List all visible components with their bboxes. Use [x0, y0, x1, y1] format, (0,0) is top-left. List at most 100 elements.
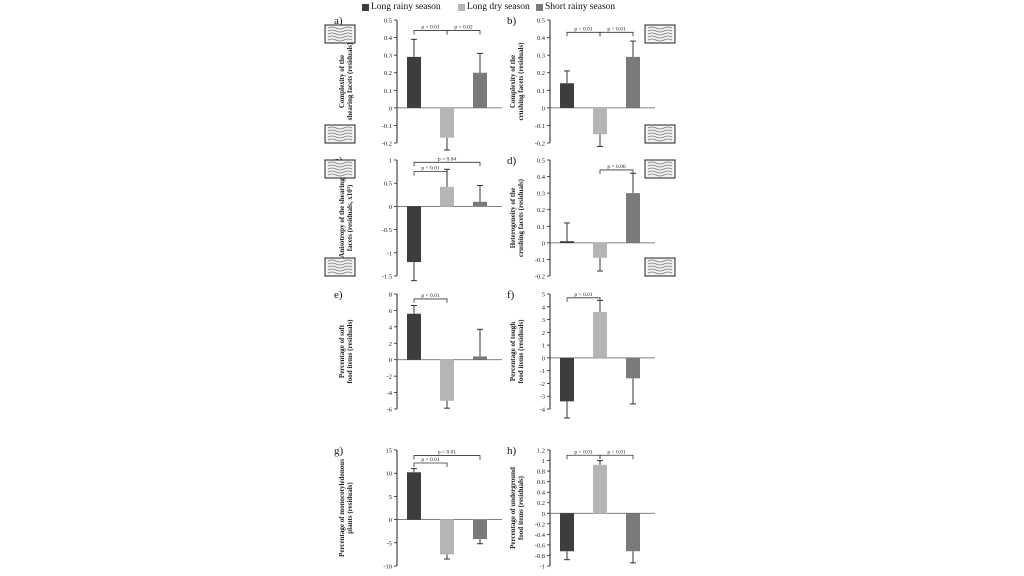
significance-bracket [599, 169, 634, 174]
y-tick-label: 0.4 [537, 490, 546, 497]
y-tick-label: 0.2 [537, 207, 545, 214]
bar [473, 519, 487, 540]
y-tick-label: 0.4 [537, 174, 546, 181]
y-tick-label: 5 [542, 292, 545, 299]
y-tick-label: 0.1 [537, 224, 545, 231]
legend-item-long-rainy: Long rainy season [362, 2, 441, 12]
significance-bracket [413, 30, 448, 35]
y-tick-label: 0 [542, 240, 545, 247]
bar [440, 359, 454, 401]
significance-label: p < 0.01 [438, 450, 456, 456]
y-tick-label: -0.2 [535, 141, 545, 148]
significance-label: p < 0.01 [607, 449, 625, 455]
y-tick-label: 0 [542, 105, 545, 112]
panel-label: h) [507, 445, 517, 457]
y-tick-label: 1 [389, 158, 392, 165]
microwear-texture-icon [324, 159, 356, 179]
significance-label: p < 0.01 [421, 25, 439, 31]
y-tick-label: 0 [389, 357, 392, 364]
y-axis-label: Percentage of monocotyledonousplants (re… [338, 459, 354, 557]
legend-label: Long rainy season [371, 2, 441, 12]
bar [626, 357, 640, 379]
significance-bracket [413, 455, 481, 460]
y-tick-label: -6 [387, 407, 393, 414]
texture-icon [327, 26, 353, 42]
microwear-texture-icon [324, 24, 356, 44]
bar [593, 464, 607, 514]
y-tick-label: 2 [542, 330, 545, 337]
y-tick-label: -2 [540, 381, 545, 388]
significance-label: p < 0.01 [574, 449, 592, 455]
y-tick-label: 6 [389, 308, 393, 315]
y-tick-label: 0.2 [537, 70, 545, 77]
significance-label: p < 0.01 [421, 166, 439, 172]
panel-label: f) [507, 289, 515, 301]
y-tick-label: -0.1 [535, 257, 545, 264]
y-tick-label: 1.2 [537, 448, 545, 455]
bar [560, 357, 574, 402]
bar [626, 513, 640, 552]
y-tick-label: 0.1 [537, 88, 545, 95]
y-tick-label: 4 [542, 304, 546, 311]
y-tick-label: 5 [389, 494, 392, 501]
legend: Long rainy season Long dry season Short … [0, 2, 1024, 16]
significance-bracket [599, 31, 634, 37]
bar [440, 186, 454, 207]
legend-label: Long dry season [467, 2, 530, 12]
bar [473, 356, 487, 360]
significance-label: p < 0.01 [421, 457, 439, 463]
panel-label: g) [334, 445, 344, 457]
significance-bracket [413, 462, 448, 467]
panel-label: e) [334, 289, 343, 301]
y-tick-label: 0.1 [384, 88, 392, 95]
bar [626, 56, 640, 108]
y-tick-label: -1 [540, 368, 545, 375]
y-tick-label: -0.2 [382, 141, 392, 148]
y-tick-label: 0 [542, 355, 545, 362]
y-axis-label: Heterogeneity of thecrushing facets (res… [509, 178, 525, 257]
y-axis-label: Percentage of toughfood items (residuals… [509, 319, 525, 384]
microwear-texture-icon [644, 24, 676, 44]
bar [593, 311, 607, 358]
y-tick-label: 0 [389, 204, 392, 211]
y-tick-label: -10 [383, 564, 392, 571]
bar [440, 519, 454, 555]
microwear-texture-icon [324, 257, 356, 277]
texture-icon [647, 26, 673, 42]
y-axis-label: Anisotropy of the shearingfacets (residu… [338, 178, 354, 258]
legend-swatch [458, 3, 465, 11]
y-tick-label: -2 [387, 374, 392, 381]
texture-icon [647, 259, 673, 275]
panel-label: a) [334, 15, 343, 27]
significance-label: p < 0.01 [574, 292, 592, 298]
bar [440, 107, 454, 138]
y-tick-label: 0 [389, 517, 392, 524]
significance-label: p = 0.04 [438, 156, 456, 162]
y-tick-label: -1 [387, 250, 392, 257]
y-tick-label: 0.5 [384, 18, 392, 25]
y-tick-label: -1.5 [382, 274, 392, 281]
y-tick-label: 0.4 [537, 35, 546, 42]
y-tick-label: -0.4 [535, 532, 546, 539]
microwear-texture-icon [644, 159, 676, 179]
texture-icon [327, 259, 353, 275]
y-tick-label: -4 [387, 390, 393, 397]
y-axis-label: Percentage of softfood items (residuals) [338, 319, 354, 384]
y-tick-label: -3 [540, 394, 545, 401]
y-tick-label: 0.5 [537, 158, 545, 165]
y-tick-label: 1 [542, 343, 545, 350]
significance-bracket [566, 297, 601, 302]
texture-icon [327, 126, 353, 142]
legend-label: Short rainy season [545, 2, 616, 12]
y-axis-label: Percentage of undergroundfood items (res… [509, 467, 525, 549]
y-tick-label: 8 [389, 292, 392, 299]
y-tick-label: 0.3 [384, 53, 392, 60]
y-axis-label: Complexity of theshearing facets (residu… [338, 42, 354, 120]
y-tick-label: -4 [540, 407, 546, 414]
y-tick-label: -0.2 [535, 274, 545, 281]
y-tick-label: 0 [389, 105, 392, 112]
microwear-texture-icon [644, 124, 676, 144]
legend-item-long-dry: Long dry season [458, 2, 530, 12]
bar [407, 472, 421, 520]
